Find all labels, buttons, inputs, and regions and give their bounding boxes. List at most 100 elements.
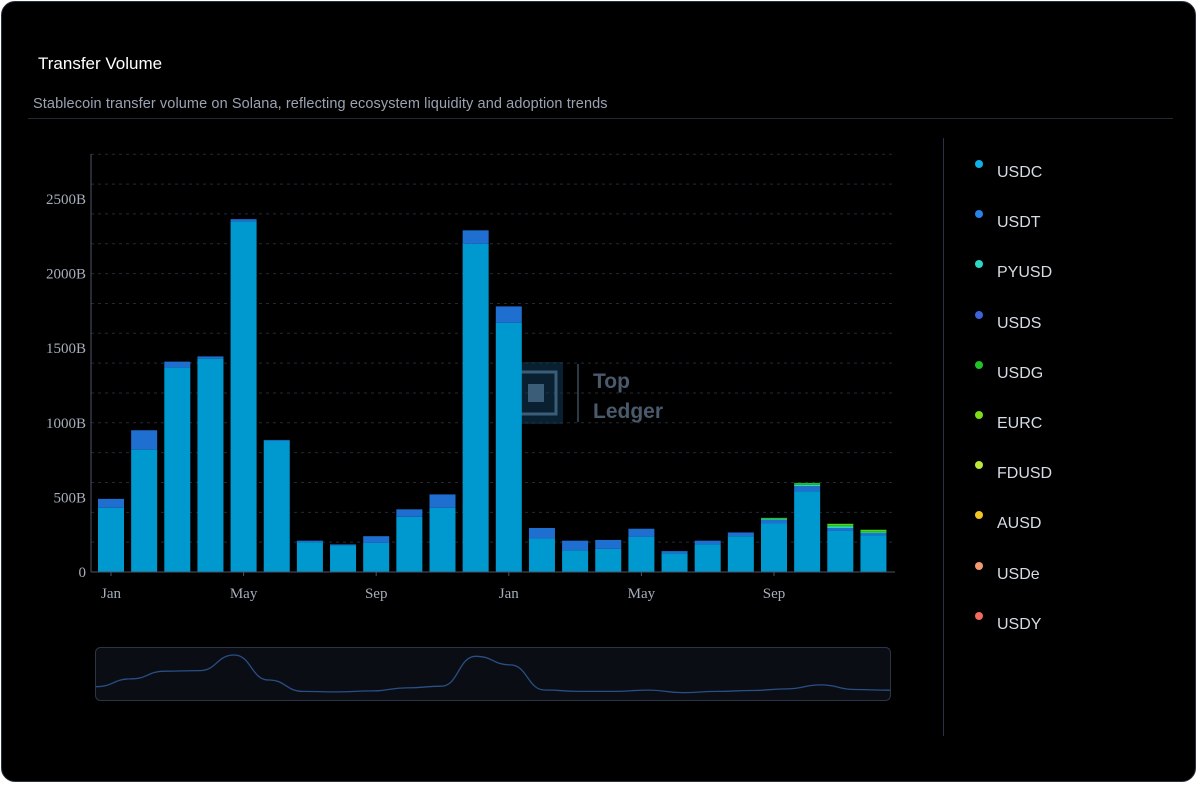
y-tick-label: 1500B [46, 341, 86, 357]
range-navigator[interactable] [95, 647, 891, 701]
bar-segment-usdt[interactable] [827, 527, 854, 531]
legend-label: USDe [997, 565, 1040, 583]
legend-dot-icon [975, 310, 983, 319]
bar-segment-usdc[interactable] [131, 449, 158, 572]
legend-dot-icon [975, 461, 983, 470]
bar-segment-usdt[interactable] [495, 306, 522, 323]
bar-segment-usdc[interactable] [462, 243, 489, 572]
legend-label: USDC [997, 164, 1043, 181]
legend-dot-icon [975, 611, 983, 620]
bar-segment-usdt[interactable] [794, 486, 821, 492]
bar-segment-usdc[interactable] [794, 491, 821, 572]
bar-segment-pyusd[interactable] [761, 519, 787, 520]
bar-segment-usdt[interactable] [330, 544, 357, 546]
bar-segment-usdt[interactable] [296, 540, 323, 543]
bar-segment-usdg[interactable] [761, 517, 787, 520]
bar-segment-usdt[interactable] [131, 430, 158, 450]
x-tick-label: May [230, 586, 258, 602]
bar-segment-usdt[interactable] [429, 494, 456, 508]
y-tick-label: 2000B [46, 267, 86, 283]
y-axis-tick-labels: 0 500B 1000B 1500B 2000B 2500B [46, 192, 86, 581]
chart-gridlines [91, 153, 895, 543]
bar-segment-usdc[interactable] [396, 516, 423, 572]
bar-segment-usdg[interactable] [827, 524, 854, 527]
bar-segment-pyusd[interactable] [827, 526, 854, 528]
header-divider [28, 118, 1173, 119]
chart-subtitle: Stablecoin transfer volume on Solana, re… [33, 96, 608, 112]
legend-dot-icon [975, 360, 983, 369]
bar-segment-usdt[interactable] [263, 439, 290, 441]
bar-segment-usdc[interactable] [230, 221, 257, 572]
legend-dot-icon [975, 561, 983, 570]
x-tick-label: Jan [499, 586, 519, 602]
bar-segment-usdc[interactable] [661, 553, 688, 572]
legend-dot-icon [975, 260, 983, 269]
bar-segment-usdc[interactable] [164, 367, 191, 572]
bar-segment-usdc[interactable] [827, 530, 854, 572]
watermark-text-ledger: Ledger [593, 400, 663, 423]
bar-segment-usdg[interactable] [860, 530, 887, 533]
bar-segment-usdc[interactable] [296, 542, 323, 572]
bar-segment-usdc[interactable] [528, 538, 555, 572]
legend-label: USDG [997, 364, 1044, 382]
x-tick-label: Sep [365, 586, 388, 602]
bar-segment-pyusd[interactable] [794, 484, 821, 487]
bar-segment-usdc[interactable] [263, 440, 290, 572]
bar-segment-usdt[interactable] [860, 533, 887, 536]
bar-segment-usdc[interactable] [860, 535, 887, 572]
bar-segment-usdc[interactable] [429, 507, 456, 572]
legend-divider [943, 138, 944, 736]
navigator-frame[interactable] [95, 647, 891, 701]
bar-segment-usdc[interactable] [98, 507, 124, 572]
chart-title: Transfer Volume [38, 54, 163, 73]
bar-segment-usdc[interactable] [628, 536, 655, 572]
legend-dot-icon [975, 210, 983, 219]
bar-segment-usdc[interactable] [495, 322, 522, 572]
bar-segment-usdt[interactable] [727, 532, 754, 537]
bar-segment-usdt[interactable] [595, 539, 622, 549]
bar-segment-usdt[interactable] [197, 356, 224, 359]
legend-label: USDS [997, 314, 1042, 332]
bar-segment-usdc[interactable] [562, 550, 589, 572]
chart-axes [90, 154, 895, 573]
bar-segment-usdt[interactable] [528, 527, 555, 539]
bar-segment-usdg[interactable] [794, 482, 821, 485]
legend-label: FDUSD [997, 465, 1053, 483]
bar-segment-usdc[interactable] [694, 544, 721, 572]
bar-segment-usdc[interactable] [330, 545, 357, 572]
bar-segment-eurc[interactable] [827, 523, 854, 525]
legend-label: USDY [997, 615, 1042, 633]
bar-segment-usdc[interactable] [197, 358, 224, 572]
bar-segment-usdt[interactable] [164, 361, 191, 368]
chart-bars [98, 219, 887, 572]
bar-segment-usdt[interactable] [98, 498, 124, 508]
legend-dot-icon [975, 511, 983, 520]
bar-segment-eurc[interactable] [860, 529, 887, 531]
legend-label: USDT [997, 214, 1041, 232]
bar-segment-usdt[interactable] [694, 540, 721, 545]
x-tick-label: Jan [101, 586, 121, 602]
bar-segment-usdt[interactable] [628, 528, 655, 537]
bar-segment-usdc[interactable] [595, 548, 622, 572]
bar-segment-usdt[interactable] [396, 509, 423, 517]
y-tick-label: 1000B [46, 416, 86, 432]
bar-segment-usdt[interactable] [761, 519, 787, 524]
x-tick-label: May [628, 586, 656, 602]
bar-segment-usdt[interactable] [562, 540, 589, 551]
bar-segment-pyusd[interactable] [860, 532, 887, 534]
legend-dot-icon [975, 410, 983, 419]
bar-segment-usdc[interactable] [761, 523, 787, 572]
y-tick-label: 0 [79, 565, 87, 581]
legend-label: EURC [997, 414, 1043, 432]
bar-segment-usdt[interactable] [363, 536, 390, 543]
navigator-series-line [95, 654, 891, 694]
y-tick-label: 500B [53, 490, 86, 506]
bar-segment-usdc[interactable] [363, 542, 390, 572]
bar-segment-usdt[interactable] [462, 230, 489, 244]
x-axis-tick-labels: Jan May Sep Jan May Sep [101, 572, 785, 602]
bar-segment-usdc[interactable] [727, 536, 754, 572]
legend-label: AUSD [997, 515, 1042, 533]
bar-segment-usdt[interactable] [661, 551, 688, 554]
bar-segment-usdt[interactable] [230, 219, 257, 222]
